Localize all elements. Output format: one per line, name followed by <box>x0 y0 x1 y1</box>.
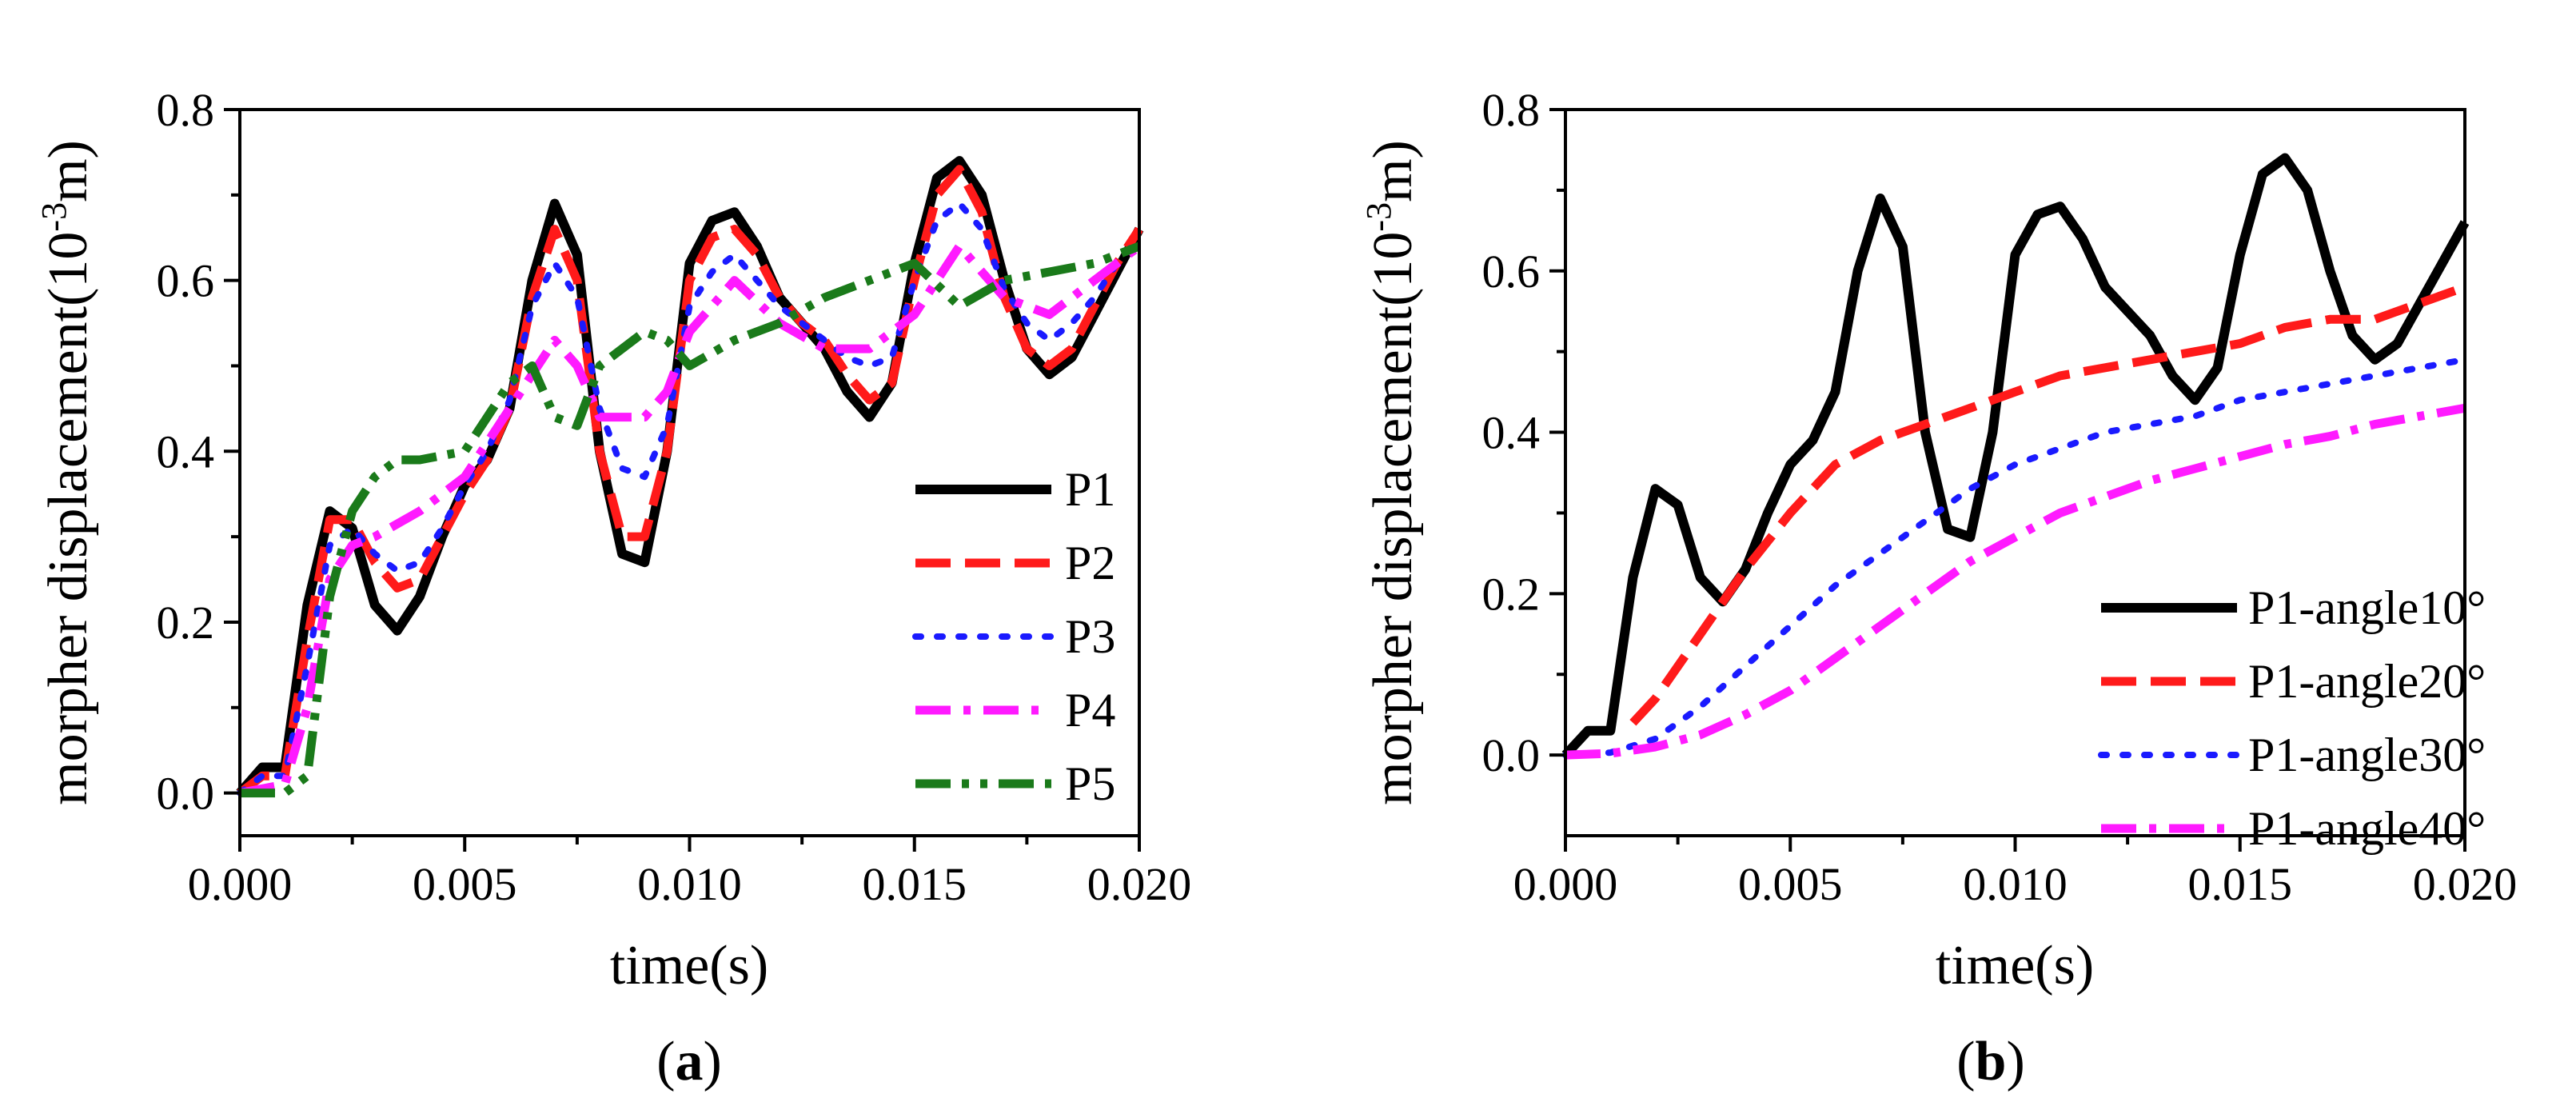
panel-b-series-line-3 <box>1562 356 2468 759</box>
panel-b-legend-label-3: P1-angle30° <box>2248 729 2486 781</box>
panel-a-legend-label-4: P4 <box>1065 684 1115 737</box>
panel-a-x-tick-label: 0.005 <box>413 858 517 910</box>
panel-b-y-axis-title: morpher displacement(10-3m) <box>1359 140 1424 805</box>
panel-b-series-line-2 <box>1629 282 2466 726</box>
panel-a-legend-label-2: P2 <box>1065 537 1115 589</box>
panel-a-y-tick-label: 0.6 <box>157 255 215 307</box>
panel-a-ticks: 0.000 0.005 0.010 0.015 0.020 0.0 0.2 0.4 0.6 0.8 <box>157 84 1192 910</box>
panel-a-series-line-5 <box>240 242 1141 798</box>
panel-a-series-line-4 <box>238 242 1142 798</box>
panel-a-series-line-1 <box>236 156 1144 797</box>
panel-a-series-group <box>236 156 1144 798</box>
panel-a-legend-label-1: P1 <box>1065 463 1115 516</box>
panel-a: 0.000 0.005 0.010 0.015 0.020 0.0 0.2 0.4 0.6 0.8… <box>34 84 1191 1092</box>
panel-a-label: (a) <box>656 1031 722 1092</box>
panel-a-x-axis-title: time(s) <box>610 935 768 996</box>
panel-a-y-tick-label: 0.2 <box>157 597 215 649</box>
panel-b-y-tick-label: 0.0 <box>1482 729 1541 781</box>
panel-a-legend-label-5: P5 <box>1065 757 1115 810</box>
panel-b-x-tick-label: 0.000 <box>1513 858 1618 910</box>
panel-a-series-line-3 <box>237 200 1142 797</box>
panel-b-y-axis-title-base: morpher displacement(10 <box>1362 232 1424 805</box>
panel-b-legend-label-4: P1-angle40° <box>2248 802 2486 855</box>
panel-a-x-tick-label: 0.020 <box>1087 858 1192 910</box>
panel-a-y-axis-title-sup: -3 <box>34 202 74 232</box>
panel-a-label-letter: a <box>676 1031 704 1092</box>
panel-a-x-tick-label: 0.000 <box>188 858 293 910</box>
panel-b-legend-label-2: P1-angle20° <box>2248 655 2486 708</box>
panel-a-legend: P1 P2 P3 P4 P5 <box>912 463 1115 810</box>
panel-b-label: (b) <box>1956 1031 2025 1092</box>
panel-a-x-tick-label: 0.015 <box>863 858 967 910</box>
panel-b-y-tick-label: 0.6 <box>1482 246 1541 297</box>
panel-b-ticks: 0.000 0.005 0.010 0.015 0.020 0.0 0.2 0.4 0.6 0.8 <box>1482 84 2518 910</box>
panel-a-x-tick-label: 0.010 <box>637 858 742 910</box>
panel-a-y-axis-title-unit: m) <box>38 140 99 202</box>
panel-b-y-tick-label: 0.8 <box>1482 84 1541 136</box>
panel-b-x-tick-label: 0.015 <box>2188 858 2293 910</box>
panel-b-x-tick-label: 0.020 <box>2413 858 2518 910</box>
panel-b-x-axis-title: time(s) <box>1936 935 2094 996</box>
panel-b: 0.000 0.005 0.010 0.015 0.020 0.0 0.2 0.4 0.6 0.8… <box>1359 84 2517 1092</box>
panel-a-y-axis-title: morpher displacement(10-3m) <box>34 140 99 805</box>
panel-b-y-tick-label: 0.4 <box>1482 407 1541 459</box>
panel-a-legend-label-3: P3 <box>1065 610 1115 663</box>
panel-b-series-line-1 <box>1561 153 2470 759</box>
panel-b-x-tick-label: 0.005 <box>1738 858 1843 910</box>
panel-b-y-axis-title-unit: m) <box>1362 140 1424 202</box>
panel-b-y-tick-label: 0.2 <box>1482 568 1541 620</box>
panel-b-label-letter: b <box>1976 1031 2007 1092</box>
panel-a-y-tick-label: 0.4 <box>157 425 215 477</box>
panel-b-series-line-4 <box>1565 403 2466 760</box>
panel-b-legend-label-1: P1-angle10° <box>2248 581 2486 634</box>
panel-b-series-group <box>1561 153 2470 760</box>
panel-a-y-tick-label: 0.0 <box>157 768 215 820</box>
panel-a-y-axis-title-base: morpher displacement(10 <box>38 232 99 805</box>
panel-b-y-axis-title-sup: -3 <box>1359 202 1398 232</box>
panel-a-y-tick-label: 0.8 <box>157 84 215 136</box>
panel-b-x-tick-label: 0.010 <box>1963 858 2068 910</box>
panel-b-legend: P1-angle10° P1-angle20° P1-angle30° P1-angl… <box>2098 581 2486 855</box>
panel-b-plot-frame <box>1564 108 2466 837</box>
